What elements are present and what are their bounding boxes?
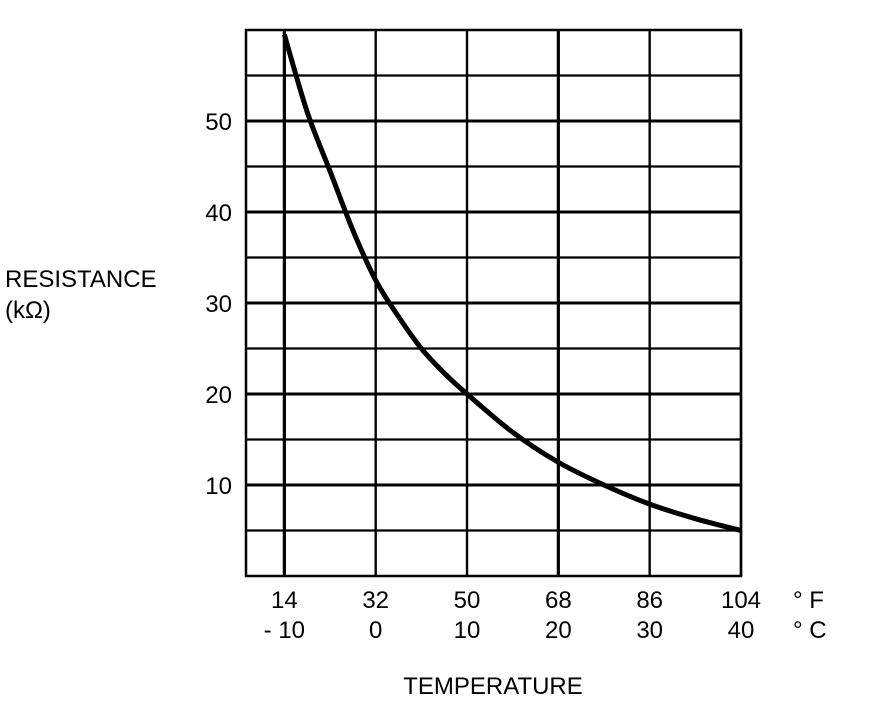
x-tick-label-c: 10 bbox=[454, 617, 481, 644]
x-tick-label-f: 32 bbox=[362, 587, 389, 614]
y-tick-label: 20 bbox=[205, 382, 232, 409]
x-tick-label-f: 86 bbox=[636, 587, 663, 614]
y-tick-label: 40 bbox=[205, 200, 232, 227]
x-tick-labels: 14 - 10 32 0 50 10 68 20 86 30 104 40 bbox=[264, 587, 761, 644]
x-tick-label-c: 20 bbox=[545, 617, 572, 644]
y-tick-labels: 10 20 30 40 50 bbox=[205, 109, 232, 500]
y-tick-label: 10 bbox=[205, 473, 232, 500]
x-unit-celsius: ° C bbox=[793, 617, 827, 644]
y-tick-label: 50 bbox=[205, 109, 232, 136]
x-tick-label-c: 30 bbox=[636, 617, 663, 644]
y-axis-label-line1: RESISTANCE bbox=[5, 266, 157, 293]
x-tick-label-c: - 10 bbox=[264, 617, 305, 644]
series-line-resistance bbox=[281, 33, 742, 533]
x-tick-label-f: 14 bbox=[271, 587, 298, 614]
x-tick-label-f: 68 bbox=[545, 587, 572, 614]
x-tick-label-f: 104 bbox=[721, 587, 761, 614]
x-unit-fahrenheit: ° F bbox=[793, 587, 824, 614]
x-tick-label-c: 40 bbox=[728, 617, 755, 644]
y-tick-label: 30 bbox=[205, 291, 232, 318]
x-axis-label: TEMPERATURE bbox=[403, 673, 583, 700]
y-axis-label-line2: (kΩ) bbox=[5, 297, 51, 324]
grid bbox=[244, 28, 743, 578]
x-tick-label-f: 50 bbox=[454, 587, 481, 614]
x-tick-label-c: 0 bbox=[369, 617, 382, 644]
